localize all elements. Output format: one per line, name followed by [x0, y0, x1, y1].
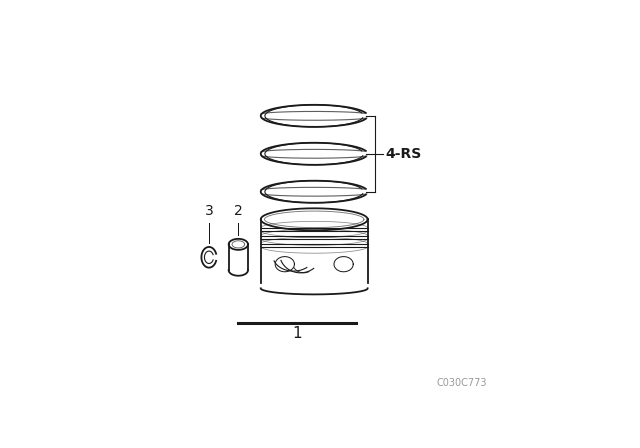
Text: 3: 3 [205, 203, 213, 218]
Text: C030C773: C030C773 [436, 379, 486, 388]
Text: 2: 2 [234, 203, 243, 218]
Text: 4-RS: 4-RS [385, 147, 421, 161]
Text: 1: 1 [292, 326, 302, 340]
